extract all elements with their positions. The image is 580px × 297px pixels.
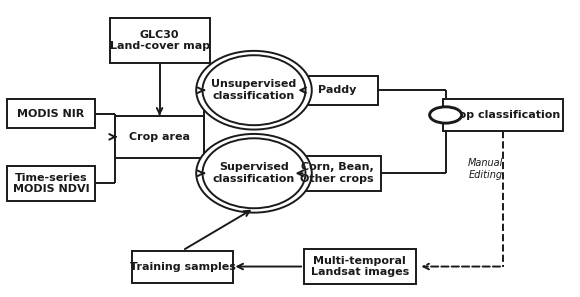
Text: GLC30
Land-cover map: GLC30 Land-cover map — [110, 30, 209, 51]
Text: Corn, Bean,
Other crops: Corn, Bean, Other crops — [300, 162, 374, 184]
FancyBboxPatch shape — [295, 76, 378, 105]
Ellipse shape — [202, 138, 306, 208]
FancyBboxPatch shape — [443, 99, 563, 131]
Circle shape — [430, 107, 462, 123]
Text: Unsupervised
classification: Unsupervised classification — [211, 79, 296, 101]
FancyBboxPatch shape — [110, 18, 209, 63]
Text: Training samples: Training samples — [129, 262, 235, 271]
Text: Multi-temporal
Landsat images: Multi-temporal Landsat images — [311, 256, 409, 277]
Ellipse shape — [202, 55, 306, 125]
FancyBboxPatch shape — [304, 249, 416, 284]
Text: Paddy: Paddy — [318, 85, 356, 95]
FancyBboxPatch shape — [132, 250, 233, 282]
Text: Manual
Editing: Manual Editing — [468, 158, 503, 180]
Text: Crop classification: Crop classification — [445, 110, 560, 120]
Ellipse shape — [196, 134, 312, 213]
FancyBboxPatch shape — [115, 116, 204, 158]
FancyBboxPatch shape — [6, 166, 95, 201]
Text: Time-series
MODIS NDVI: Time-series MODIS NDVI — [13, 173, 89, 194]
Text: Supervised
classification: Supervised classification — [213, 162, 295, 184]
Ellipse shape — [196, 51, 312, 129]
Text: Crop area: Crop area — [129, 132, 190, 142]
Text: MODIS NIR: MODIS NIR — [17, 108, 85, 119]
FancyBboxPatch shape — [6, 99, 95, 128]
FancyBboxPatch shape — [292, 156, 381, 191]
